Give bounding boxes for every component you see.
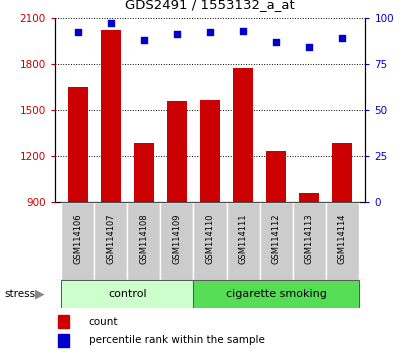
Text: GSM114111: GSM114111 [239, 214, 247, 264]
Point [108, 21, 114, 26]
Bar [226, 202, 260, 280]
Bar [299, 193, 319, 202]
Point [240, 28, 247, 33]
Point [306, 44, 312, 50]
Bar [58, 315, 69, 328]
Bar [260, 202, 293, 280]
Bar [127, 202, 160, 280]
Text: GSM114114: GSM114114 [338, 214, 347, 264]
Text: GSM114113: GSM114113 [304, 214, 314, 264]
Bar [61, 280, 194, 308]
Bar [326, 202, 359, 280]
Point [273, 39, 279, 45]
Text: GSM114106: GSM114106 [73, 214, 82, 264]
Text: GSM114110: GSM114110 [205, 214, 215, 264]
Point [339, 35, 346, 41]
Text: GSM114108: GSM114108 [139, 214, 148, 264]
Point [207, 30, 213, 35]
Bar [233, 68, 253, 202]
Bar [101, 30, 121, 202]
Text: GSM114112: GSM114112 [272, 214, 281, 264]
Bar [160, 202, 194, 280]
Text: ▶: ▶ [35, 287, 45, 300]
Text: GSM114109: GSM114109 [173, 214, 181, 264]
Bar [332, 143, 352, 202]
Bar [194, 280, 359, 308]
Bar [134, 143, 154, 202]
Bar [61, 202, 94, 280]
Point [74, 30, 81, 35]
Bar [200, 100, 220, 202]
Text: count: count [89, 316, 118, 327]
Bar [167, 101, 187, 202]
Text: GSM114107: GSM114107 [106, 214, 116, 264]
Text: control: control [108, 289, 147, 299]
Bar [58, 334, 69, 347]
Bar [266, 151, 286, 202]
Text: cigarette smoking: cigarette smoking [226, 289, 327, 299]
Text: GDS2491 / 1553132_a_at: GDS2491 / 1553132_a_at [125, 0, 295, 11]
Bar [68, 87, 88, 202]
Text: stress: stress [4, 289, 35, 299]
Bar [194, 202, 226, 280]
Bar [94, 202, 127, 280]
Bar [293, 202, 326, 280]
Text: percentile rank within the sample: percentile rank within the sample [89, 335, 265, 346]
Point [173, 32, 180, 37]
Point [141, 37, 147, 42]
